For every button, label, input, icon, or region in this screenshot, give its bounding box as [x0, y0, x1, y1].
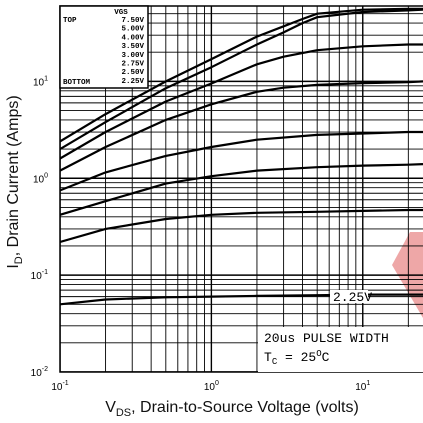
- curve-vgs-4-00V: [60, 43, 423, 160]
- legend-entry: 3.50V: [121, 43, 144, 51]
- temperature-line: TC = 25OC: [264, 349, 330, 367]
- x-tick-label: 101: [355, 380, 370, 393]
- legend-entry: 2.50V: [121, 69, 144, 77]
- legend-entry: 2.75V: [121, 61, 144, 69]
- curve-vgs-2-50V: [60, 208, 423, 244]
- x-tick-label: 100: [204, 380, 219, 393]
- legend-entry: 5.00V: [121, 26, 144, 34]
- y-tick-label: 10-2: [31, 366, 48, 379]
- annotation-2-25v: 2.25V: [330, 290, 372, 305]
- x-axis-title: VDS, Drain-to-Source Voltage (volts): [105, 399, 359, 419]
- legend: VGS TOP BOTTOM 7.50V5.00V4.00V3.50V3.00V…: [59, 5, 149, 89]
- curve-vgs-3-50V: [60, 80, 423, 172]
- curve-vgs-2-25V: [60, 293, 423, 306]
- curves-group: [60, 7, 423, 306]
- legend-entry: 7.50V: [121, 17, 144, 25]
- curve-vgs-7-50V: [60, 7, 423, 143]
- curve-vgs-5-00V: [60, 8, 423, 151]
- pulse-width-line: 20us PULSE WIDTH: [264, 331, 389, 346]
- y-axis-title: ID, Drain Current (Amps): [5, 95, 25, 268]
- y-tick-label: 100: [33, 172, 48, 185]
- y-tick-label: 101: [33, 75, 48, 88]
- curve-vgs-3-00V: [60, 130, 423, 192]
- pulse-width-note: 20us PULSE WIDTH TC = 25OC: [258, 327, 423, 372]
- plot-frame: [59, 5, 423, 373]
- x-tick-label: 10-1: [51, 380, 68, 393]
- legend-entry: 4.00V: [121, 34, 144, 42]
- annotation-2-25v-text: 2.25V: [333, 290, 372, 305]
- grid-lines: [60, 6, 423, 372]
- legend-top-label: TOP: [63, 17, 77, 25]
- legend-entry: 2.25V: [121, 78, 144, 86]
- legend-bottom-label: BOTTOM: [63, 79, 91, 87]
- y-tick-label: 10-1: [31, 269, 48, 282]
- legend-entry: 3.00V: [121, 52, 144, 60]
- curve-vgs-2-75V: [60, 163, 423, 216]
- legend-header: VGS: [114, 9, 128, 17]
